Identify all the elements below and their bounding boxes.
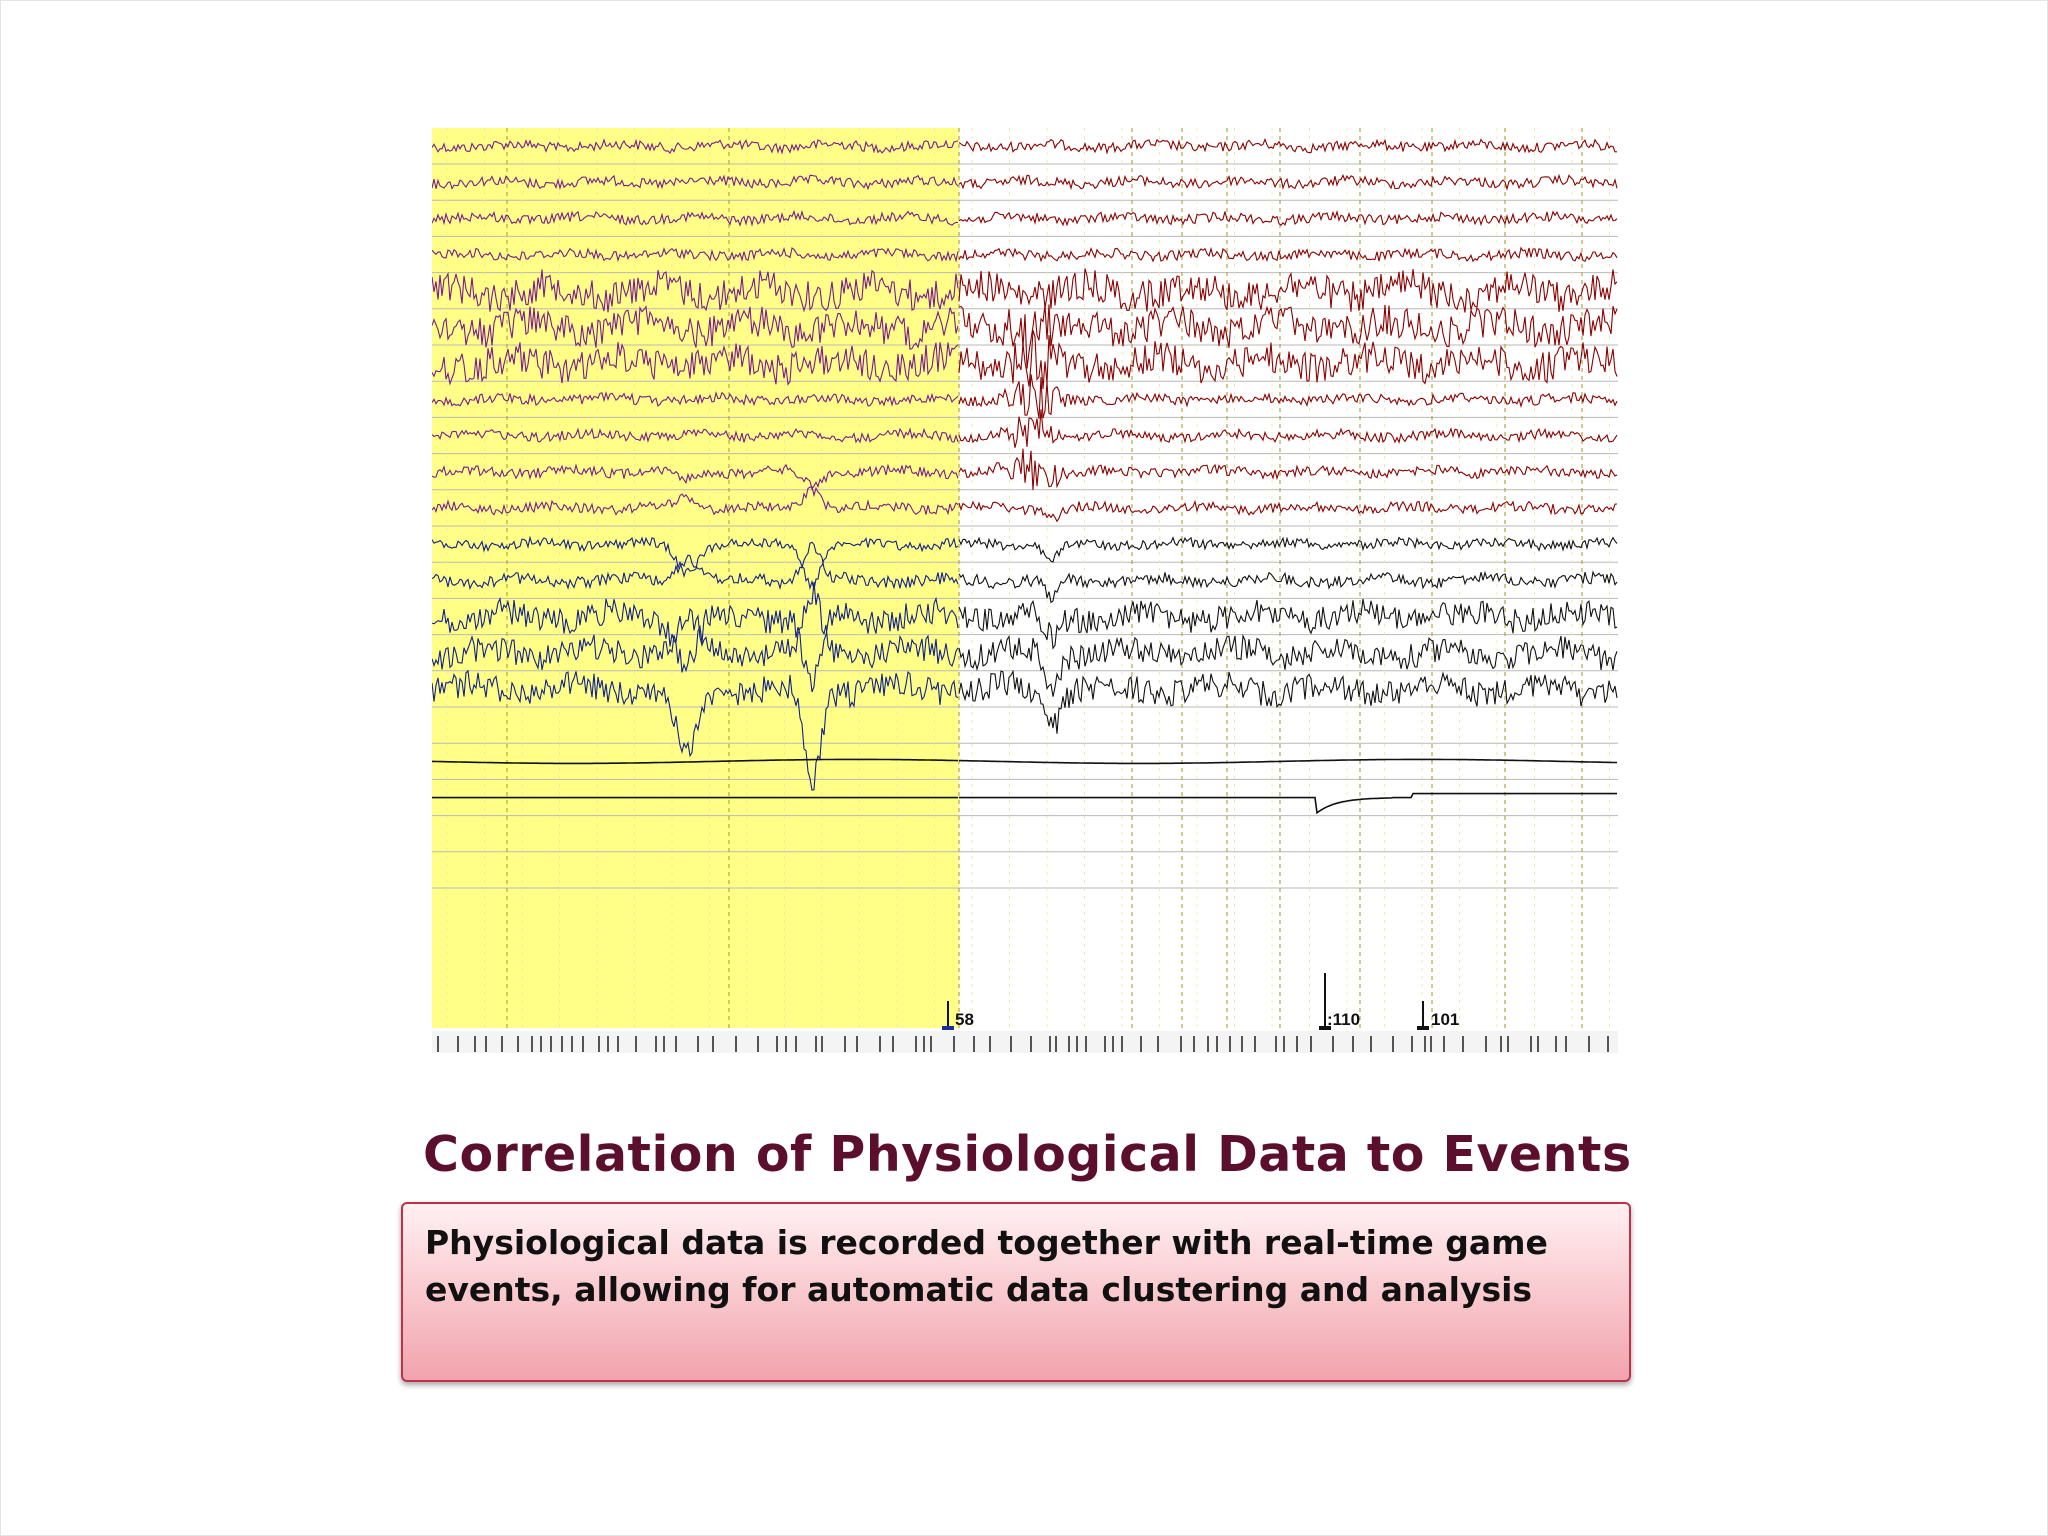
channel-trace — [432, 390, 959, 407]
time-ruler — [432, 1031, 1618, 1053]
channel-trace — [959, 758, 1617, 765]
event-markers: 58 :110 101 — [942, 973, 1459, 1030]
time-ruler-bar — [432, 1031, 1618, 1053]
channel-trace — [432, 758, 959, 765]
channel-trace — [958, 246, 1618, 263]
channel-trace — [958, 448, 1618, 491]
channel-trace — [432, 535, 959, 591]
channel-trace — [432, 427, 959, 444]
channel-trace — [958, 669, 1618, 734]
channel-traces — [432, 137, 1618, 815]
event-marker-101[interactable]: 101 — [1417, 1001, 1459, 1030]
channel-trace — [432, 342, 959, 386]
channel-trace — [958, 536, 1618, 563]
channel-trace — [958, 137, 1617, 155]
channel-gridlines — [432, 163, 1618, 889]
channel-trace — [958, 304, 1618, 369]
channel-trace — [959, 792, 1617, 815]
channel-trace — [432, 305, 959, 350]
highlight-region — [432, 128, 959, 1028]
channel-trace — [958, 173, 1618, 191]
event-marker-label: 58 — [955, 1010, 974, 1029]
channel-trace — [958, 209, 1618, 227]
eeg-signal-viewer: 58 :110 101 — [432, 128, 1618, 1053]
caption-text: Physiological data is recorded together … — [425, 1223, 1548, 1309]
slide-title: Correlation of Physiological Data to Eve… — [423, 1126, 1632, 1183]
channel-trace — [958, 633, 1618, 697]
channel-trace — [432, 209, 959, 227]
channel-trace — [432, 486, 959, 516]
channel-trace — [958, 330, 1618, 389]
event-marker-label: 101 — [1431, 1010, 1459, 1029]
channel-trace — [432, 669, 959, 791]
channel-trace — [958, 599, 1618, 650]
channel-trace — [432, 138, 959, 155]
channel-trace — [432, 174, 959, 191]
caption-box: Physiological data is recorded together … — [401, 1202, 1631, 1382]
channel-trace — [958, 268, 1618, 313]
event-marker-label: :110 — [1327, 1010, 1360, 1029]
event-marker-58[interactable]: 58 — [942, 1001, 974, 1030]
channel-trace — [958, 409, 1618, 448]
channel-trace — [432, 463, 959, 491]
channel-trace — [432, 269, 959, 313]
channel-trace — [958, 499, 1618, 523]
channel-trace — [432, 581, 959, 671]
channel-trace — [432, 541, 959, 591]
channel-trace — [432, 246, 959, 263]
event-marker-110[interactable]: :110 — [1319, 973, 1360, 1030]
channel-trace — [958, 570, 1618, 604]
channel-trace — [432, 596, 959, 693]
channel-trace — [958, 374, 1618, 419]
